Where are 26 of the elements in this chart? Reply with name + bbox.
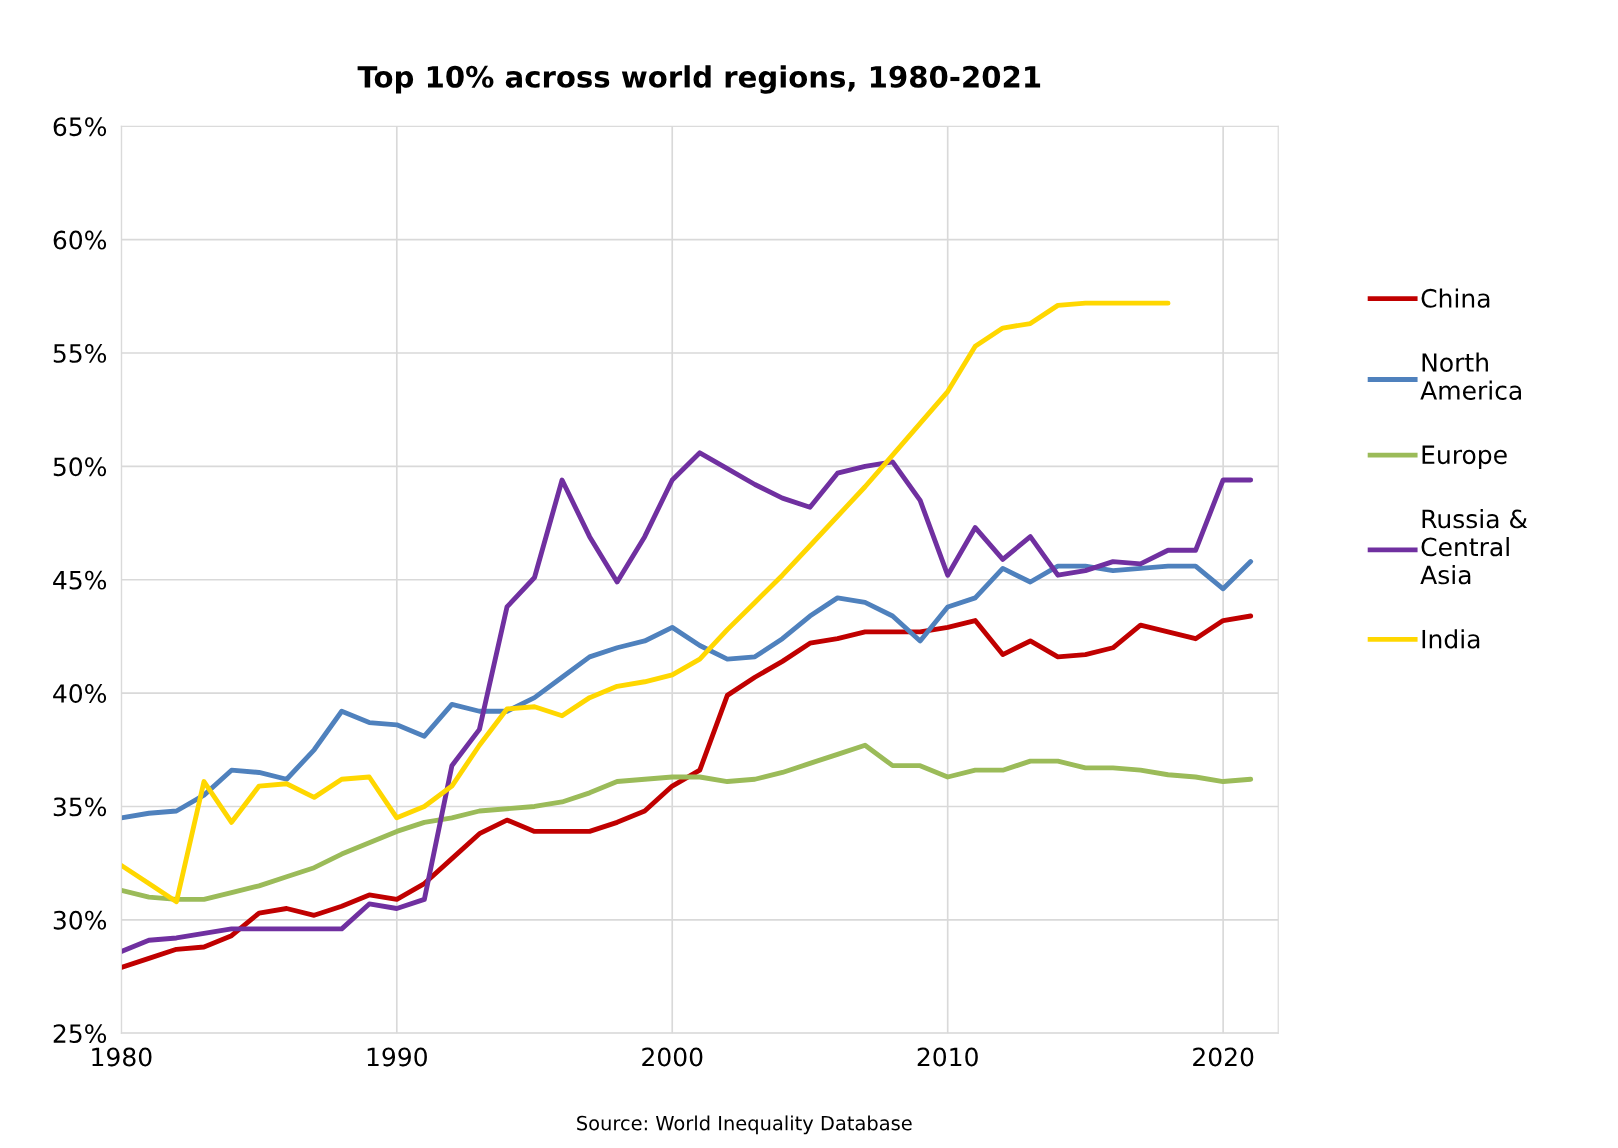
line-series (121, 742, 1254, 902)
legend-label: Europe (1422, 445, 1507, 470)
y-tick-label: 55% (53, 343, 107, 363)
y-tick-label: 40% (53, 684, 107, 703)
line-series (121, 613, 1254, 970)
legend-label: Russia & Central Asia (1420, 509, 1528, 585)
y-tick-label: 60% (53, 230, 107, 250)
line-series (121, 450, 1254, 955)
y-tick-label: 25% (53, 1024, 107, 1044)
y-tick-label: 30% (53, 910, 107, 930)
line-series (121, 559, 1254, 821)
x-tick-label: 2020 (1193, 1047, 1254, 1067)
chart-title: Top 10% across world regions, 1980-2021 (357, 65, 1041, 94)
y-tick-label: 35% (53, 797, 107, 817)
legend-label: India (1422, 629, 1480, 649)
legend-label: North America (1420, 352, 1521, 400)
y-tick-label: 65% (53, 117, 107, 137)
line-series (121, 300, 1171, 905)
x-tick-label: 1990 (367, 1047, 427, 1067)
x-tick-label: 2010 (917, 1047, 978, 1067)
source-note: Source: World Inequality Database (577, 1115, 912, 1135)
y-tick-label: 50% (53, 457, 107, 477)
y-tick-label: 45% (53, 570, 107, 590)
x-tick-label: 1980 (92, 1047, 152, 1067)
x-tick-label: 2000 (642, 1047, 703, 1067)
legend-label: China (1421, 288, 1490, 308)
